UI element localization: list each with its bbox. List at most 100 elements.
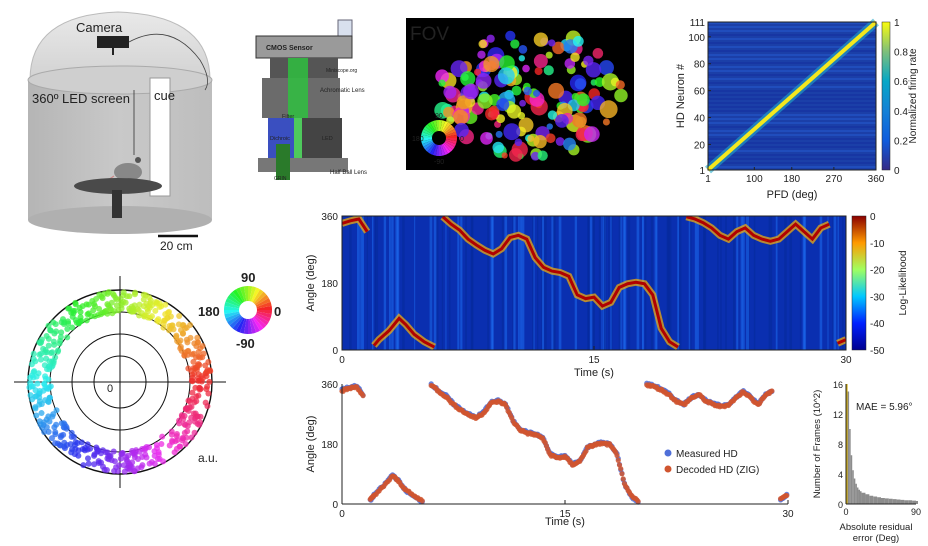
histogram-bars xyxy=(846,384,918,504)
hist-bar xyxy=(865,494,870,504)
hist-bar xyxy=(853,478,856,504)
decode-x-ticks: 0 15 30 xyxy=(339,500,794,520)
svg-text:0: 0 xyxy=(894,166,900,177)
svg-text:-30: -30 xyxy=(870,292,885,303)
tuning-x-label: PFD (deg) xyxy=(767,189,818,201)
svg-text:0: 0 xyxy=(870,212,876,223)
platform xyxy=(74,178,162,194)
hist-bar xyxy=(892,499,897,504)
svg-text:60: 60 xyxy=(694,87,706,98)
data-point xyxy=(769,388,775,394)
fov-wheel-left: 180 xyxy=(412,136,424,143)
loglik-colorbar-ticks: 0 -10 -20 -30 -40 -50 xyxy=(870,212,885,357)
polar-unit-label: a.u. xyxy=(198,451,218,465)
fov-wheel-top: 90 xyxy=(435,113,443,120)
fov-image: FOV 90 180 0 -90 xyxy=(406,18,634,170)
camera-label: Camera xyxy=(76,20,123,35)
filter-label: Filter xyxy=(282,114,294,120)
scale-bar-label: 20 cm xyxy=(160,239,193,253)
svg-text:15: 15 xyxy=(559,509,571,520)
polar-points xyxy=(26,289,214,475)
svg-text:1: 1 xyxy=(699,166,705,177)
svg-text:360: 360 xyxy=(868,174,885,185)
data-point xyxy=(618,466,624,472)
svg-text:0.2: 0.2 xyxy=(894,136,908,147)
hist-bar xyxy=(900,499,905,504)
loglik-y-label: Angle (deg) xyxy=(305,255,317,312)
fov-wheel-bottom: -90 xyxy=(434,159,444,166)
hist-bar xyxy=(877,497,881,504)
polar-wheel-top: 90 xyxy=(241,270,255,285)
series-decoded-hd xyxy=(339,382,790,504)
tuning-x-ticks: 1 100 180 270 360 xyxy=(705,167,885,185)
tuning-colorbar-ticks: 1 0.8 0.6 0.4 0.2 0 xyxy=(894,18,908,177)
hist-y-ticks: 16 12 8 4 0 xyxy=(833,380,843,510)
svg-text:111: 111 xyxy=(690,18,706,29)
data-point xyxy=(615,457,621,463)
decode-plot xyxy=(339,380,790,505)
mouse-icon xyxy=(114,163,142,181)
hist-y-label: Number of Frames (10^2) xyxy=(812,390,823,498)
data-point xyxy=(784,492,790,499)
hist-bar xyxy=(916,501,918,504)
data-point xyxy=(419,498,425,504)
hist-bar xyxy=(888,498,893,504)
data-point xyxy=(614,452,620,459)
decode-y-label: Angle (deg) xyxy=(305,416,317,473)
data-point xyxy=(619,471,625,477)
hist-bar xyxy=(896,499,901,504)
residual-histogram-panel: 16 12 8 4 0 0 90 MAE = 5.96° Number of Frames… xyxy=(812,380,921,544)
polar-center-label: 0 xyxy=(107,383,113,395)
lens-label: Achromatic Lens xyxy=(320,88,365,94)
loglik-y-ticks: 360 180 0 xyxy=(321,212,338,357)
svg-text:0: 0 xyxy=(843,507,848,517)
hist-bar xyxy=(856,487,859,504)
hist-bar xyxy=(858,489,860,504)
polar-wheel-right: 0 xyxy=(274,304,281,319)
hist-bar xyxy=(850,455,853,504)
svg-text:90: 90 xyxy=(911,507,921,517)
data-point xyxy=(635,498,641,504)
svg-text:0: 0 xyxy=(332,500,338,511)
svg-text:-50: -50 xyxy=(870,346,885,357)
loglik-colorbar xyxy=(851,215,867,351)
series-measured-hd xyxy=(339,380,790,505)
loglik-x-ticks: 0 15 30 xyxy=(339,346,852,366)
svg-text:100: 100 xyxy=(688,33,705,44)
hist-bar xyxy=(847,391,850,504)
loglik-x-label: Time (s) xyxy=(574,367,614,379)
svg-text:100: 100 xyxy=(746,174,763,185)
hist-x-label: Absolute residual error (Deg) xyxy=(840,522,913,544)
svg-text:0.8: 0.8 xyxy=(894,48,908,59)
loglik-heatmap-panel: 360 180 0 0 15 30 Angle (deg) Time (s) 0 -10 -… xyxy=(305,212,909,379)
hist-bar xyxy=(855,483,857,504)
led-label: LED xyxy=(322,136,333,142)
svg-text:-20: -20 xyxy=(870,266,885,277)
hist-bar xyxy=(904,500,909,504)
camera-icon xyxy=(97,36,129,48)
svg-text:8: 8 xyxy=(838,440,843,450)
decode-y-ticks: 360 180 0 xyxy=(321,380,338,511)
screen-label: 360º LED screen xyxy=(32,91,130,106)
site-label: Miniscope.org xyxy=(326,68,357,74)
svg-text:0.4: 0.4 xyxy=(894,107,908,118)
tuning-colorbar-label: Normalized firing rate xyxy=(908,48,919,143)
loglik-heatmap xyxy=(342,216,846,350)
hist-bar xyxy=(912,500,916,504)
miniscope-diagram: CMOS Sensor Miniscope.org Achromatic Len… xyxy=(255,19,367,182)
svg-text:4: 4 xyxy=(838,470,843,480)
polar-wheel-left: 180 xyxy=(198,304,220,319)
svg-text:360: 360 xyxy=(321,380,338,391)
hist-bar xyxy=(852,470,854,504)
svg-text:270: 270 xyxy=(826,174,843,185)
fov-wheel-right: 0 xyxy=(460,136,464,143)
data-point xyxy=(620,476,626,482)
svg-text:-40: -40 xyxy=(870,319,885,330)
tuning-heatmap xyxy=(705,18,879,174)
fov-color-wheel xyxy=(421,120,457,156)
svg-text:0: 0 xyxy=(332,346,338,357)
sensor-label: CMOS Sensor xyxy=(266,45,313,52)
svg-text:15: 15 xyxy=(588,355,600,366)
dichroic-label: Dichroic xyxy=(270,136,290,142)
svg-text:180: 180 xyxy=(321,440,338,451)
